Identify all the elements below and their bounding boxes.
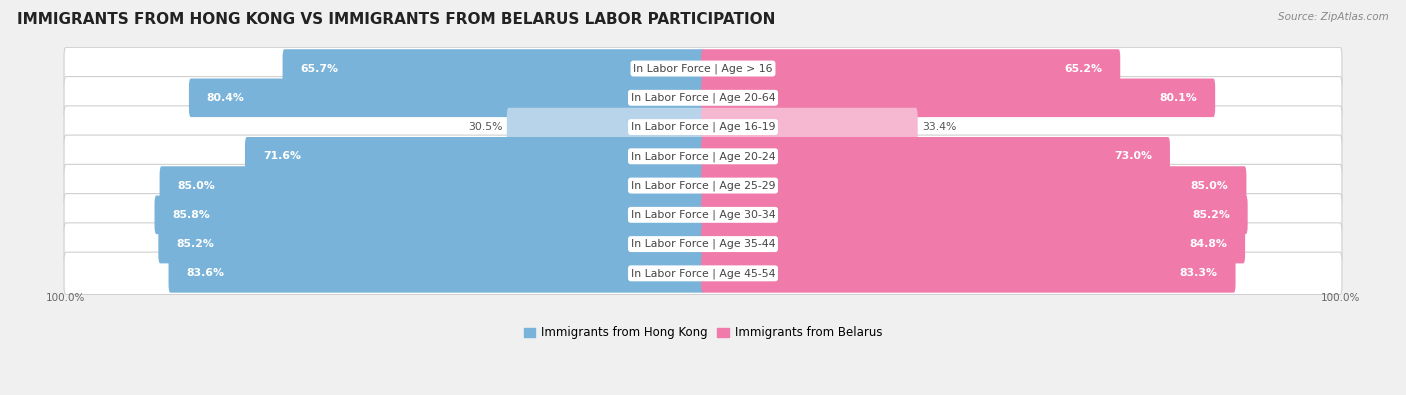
FancyBboxPatch shape [65,77,1341,119]
FancyBboxPatch shape [702,79,1215,117]
Text: In Labor Force | Age 16-19: In Labor Force | Age 16-19 [631,122,775,132]
Text: IMMIGRANTS FROM HONG KONG VS IMMIGRANTS FROM BELARUS LABOR PARTICIPATION: IMMIGRANTS FROM HONG KONG VS IMMIGRANTS … [17,12,775,27]
FancyBboxPatch shape [65,194,1341,236]
FancyBboxPatch shape [702,108,918,147]
FancyBboxPatch shape [160,166,704,205]
Text: In Labor Force | Age 25-29: In Labor Force | Age 25-29 [631,181,775,191]
FancyBboxPatch shape [169,254,704,293]
Text: 100.0%: 100.0% [46,293,86,303]
FancyBboxPatch shape [702,137,1170,176]
Text: 85.0%: 85.0% [1191,181,1229,190]
FancyBboxPatch shape [65,223,1341,265]
Text: 80.1%: 80.1% [1160,93,1198,103]
Text: Source: ZipAtlas.com: Source: ZipAtlas.com [1278,12,1389,22]
FancyBboxPatch shape [155,196,704,234]
FancyBboxPatch shape [65,252,1341,295]
Text: In Labor Force | Age 45-54: In Labor Force | Age 45-54 [631,268,775,278]
Text: In Labor Force | Age 30-34: In Labor Force | Age 30-34 [631,210,775,220]
FancyBboxPatch shape [702,49,1121,88]
Text: 30.5%: 30.5% [468,122,502,132]
Text: 85.0%: 85.0% [177,181,215,190]
Text: 73.0%: 73.0% [1114,151,1152,161]
Text: In Labor Force | Age 35-44: In Labor Force | Age 35-44 [631,239,775,249]
FancyBboxPatch shape [506,108,704,147]
Text: 85.2%: 85.2% [1192,210,1230,220]
Legend: Immigrants from Hong Kong, Immigrants from Belarus: Immigrants from Hong Kong, Immigrants fr… [519,322,887,344]
FancyBboxPatch shape [283,49,704,88]
Text: 65.7%: 65.7% [301,64,339,73]
FancyBboxPatch shape [65,164,1341,207]
FancyBboxPatch shape [702,196,1247,234]
Text: In Labor Force | Age 20-64: In Labor Force | Age 20-64 [631,92,775,103]
Text: 83.6%: 83.6% [187,268,225,278]
Text: 85.8%: 85.8% [173,210,209,220]
FancyBboxPatch shape [65,135,1341,177]
Text: 80.4%: 80.4% [207,93,245,103]
FancyBboxPatch shape [702,166,1246,205]
Text: 85.2%: 85.2% [176,239,214,249]
FancyBboxPatch shape [702,225,1246,263]
FancyBboxPatch shape [702,254,1236,293]
Text: In Labor Force | Age 20-24: In Labor Force | Age 20-24 [631,151,775,162]
Text: 84.8%: 84.8% [1189,239,1227,249]
FancyBboxPatch shape [188,79,704,117]
FancyBboxPatch shape [159,225,704,263]
FancyBboxPatch shape [65,106,1341,148]
Text: 100.0%: 100.0% [1320,293,1360,303]
Text: 33.4%: 33.4% [922,122,956,132]
Text: 71.6%: 71.6% [263,151,301,161]
Text: 83.3%: 83.3% [1180,268,1218,278]
FancyBboxPatch shape [245,137,704,176]
FancyBboxPatch shape [65,47,1341,90]
Text: In Labor Force | Age > 16: In Labor Force | Age > 16 [633,63,773,74]
Text: 65.2%: 65.2% [1064,64,1102,73]
